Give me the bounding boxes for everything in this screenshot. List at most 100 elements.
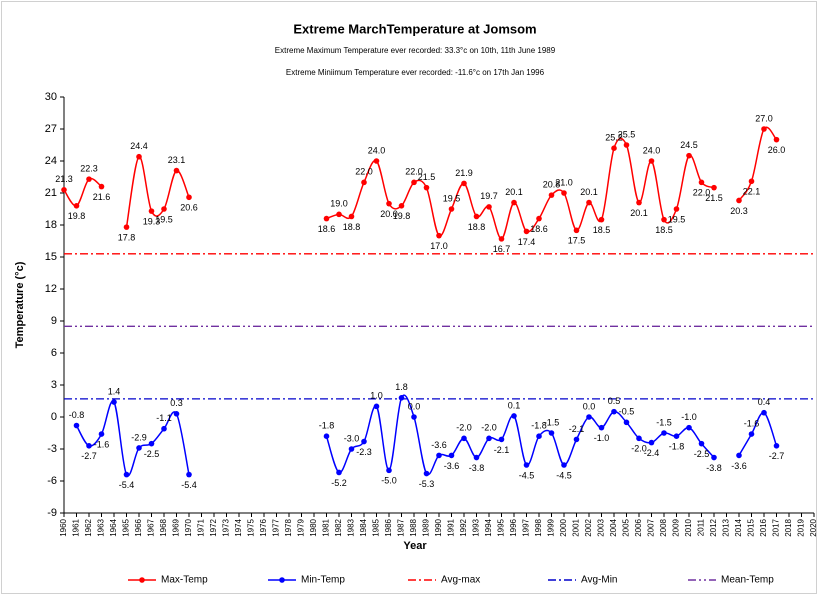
x-tick-label: 1973 bbox=[222, 518, 231, 536]
data-label: -0.5 bbox=[619, 407, 635, 417]
x-tick-label: 2007 bbox=[647, 518, 656, 536]
data-point bbox=[486, 435, 492, 442]
y-tick-label: 6 bbox=[51, 347, 57, 359]
data-point bbox=[61, 187, 67, 193]
data-label: -3.6 bbox=[731, 461, 747, 471]
data-point bbox=[611, 408, 617, 415]
data-label: 20.0 bbox=[380, 209, 398, 219]
x-tick-label: 2019 bbox=[797, 518, 806, 536]
x-tick-label: 1971 bbox=[197, 518, 206, 536]
data-point bbox=[448, 452, 455, 459]
data-point bbox=[173, 167, 180, 174]
series-line bbox=[738, 411, 778, 456]
data-point bbox=[473, 213, 480, 220]
data-point bbox=[673, 433, 680, 440]
data-point bbox=[461, 180, 467, 187]
data-label: 17.0 bbox=[430, 241, 448, 251]
x-tick-label: 1984 bbox=[359, 518, 368, 536]
x-tick-label: 1996 bbox=[509, 518, 518, 536]
data-point bbox=[111, 399, 117, 405]
data-label: 18.6 bbox=[318, 224, 336, 234]
data-point bbox=[523, 228, 530, 235]
data-label: -1.8 bbox=[669, 442, 685, 452]
data-point bbox=[511, 199, 517, 206]
data-label: 22.0 bbox=[693, 188, 711, 198]
data-label: -5.0 bbox=[381, 476, 397, 486]
data-label: 20.1 bbox=[580, 187, 598, 197]
data-label: 0.4 bbox=[758, 397, 771, 407]
data-label: -2.1 bbox=[494, 445, 510, 455]
subtitle: Extreme Miniimum Temperature ever record… bbox=[286, 68, 545, 77]
x-tick-label: 1964 bbox=[109, 518, 118, 536]
data-label: -1.0 bbox=[681, 412, 697, 422]
data-point bbox=[436, 232, 442, 239]
data-label: 1.8 bbox=[395, 382, 408, 392]
data-label: 20.8 bbox=[543, 180, 561, 190]
subtitle: Extreme Maximum Temperature ever recorde… bbox=[275, 46, 556, 55]
data-label: 19.5 bbox=[668, 214, 686, 224]
x-tick-label: 1981 bbox=[322, 518, 331, 536]
data-label: 21.0 bbox=[555, 177, 573, 187]
x-tick-label: 1972 bbox=[209, 518, 218, 536]
data-label: -2.1 bbox=[569, 424, 585, 434]
data-label: -2.0 bbox=[481, 423, 497, 433]
data-label: 21.5 bbox=[705, 193, 723, 203]
x-tick-label: 2016 bbox=[759, 518, 768, 536]
data-label: 20.1 bbox=[630, 208, 648, 218]
x-tick-label: 1975 bbox=[247, 518, 256, 536]
y-tick-label: 3 bbox=[51, 379, 57, 391]
data-point bbox=[561, 462, 567, 468]
x-tick-label: 2013 bbox=[722, 518, 731, 536]
x-tick-label: 1991 bbox=[447, 518, 456, 536]
data-point bbox=[573, 436, 580, 443]
data-point bbox=[423, 184, 430, 191]
data-point bbox=[661, 216, 667, 223]
data-point bbox=[498, 436, 505, 443]
data-label: -4.5 bbox=[519, 470, 535, 480]
data-label: 25.5 bbox=[618, 129, 636, 139]
legend-label: Avg-max bbox=[441, 575, 480, 586]
data-point bbox=[73, 203, 80, 209]
x-tick-label: 1987 bbox=[397, 518, 406, 536]
data-label: -3.0 bbox=[344, 433, 360, 443]
x-tick-label: 2002 bbox=[584, 518, 593, 536]
data-label: 21.3 bbox=[55, 174, 73, 184]
data-label: -5.4 bbox=[181, 480, 197, 490]
data-label: -0.8 bbox=[69, 410, 85, 420]
x-tick-label: 1963 bbox=[97, 518, 106, 536]
data-point bbox=[161, 206, 167, 212]
y-tick-label: 15 bbox=[45, 251, 57, 263]
data-label: -5.3 bbox=[419, 479, 435, 489]
x-tick-label: 2004 bbox=[609, 518, 618, 536]
data-label: 0.3 bbox=[170, 398, 183, 408]
legend-marker bbox=[279, 577, 285, 583]
data-point bbox=[586, 414, 592, 420]
data-label: 0.0 bbox=[408, 401, 421, 411]
data-label: -2.5 bbox=[694, 449, 710, 459]
data-point bbox=[636, 435, 642, 442]
data-point bbox=[373, 403, 380, 410]
data-label: 24.0 bbox=[643, 145, 661, 155]
data-point bbox=[186, 194, 192, 201]
data-point bbox=[136, 153, 142, 160]
data-point bbox=[461, 435, 467, 442]
x-tick-label: 1988 bbox=[409, 518, 418, 536]
data-label: 17.5 bbox=[568, 236, 586, 246]
data-label: 19.8 bbox=[393, 211, 411, 221]
x-tick-label: 1982 bbox=[334, 518, 343, 536]
data-point bbox=[423, 470, 430, 477]
data-point bbox=[173, 411, 180, 417]
data-point bbox=[123, 471, 130, 478]
x-tick-label: 1986 bbox=[384, 518, 393, 536]
x-tick-label: 1969 bbox=[172, 518, 181, 536]
x-tick-label: 2005 bbox=[622, 518, 631, 536]
y-tick-label: 18 bbox=[45, 219, 57, 231]
data-point bbox=[661, 430, 667, 436]
data-label: 0.5 bbox=[608, 396, 621, 406]
data-label: 17.4 bbox=[518, 237, 536, 247]
x-tick-label: 2001 bbox=[572, 518, 581, 536]
x-tick-label: 2000 bbox=[559, 518, 568, 536]
data-label: -2.0 bbox=[631, 444, 647, 454]
data-point bbox=[648, 158, 655, 164]
x-tick-label: 2018 bbox=[784, 518, 793, 536]
